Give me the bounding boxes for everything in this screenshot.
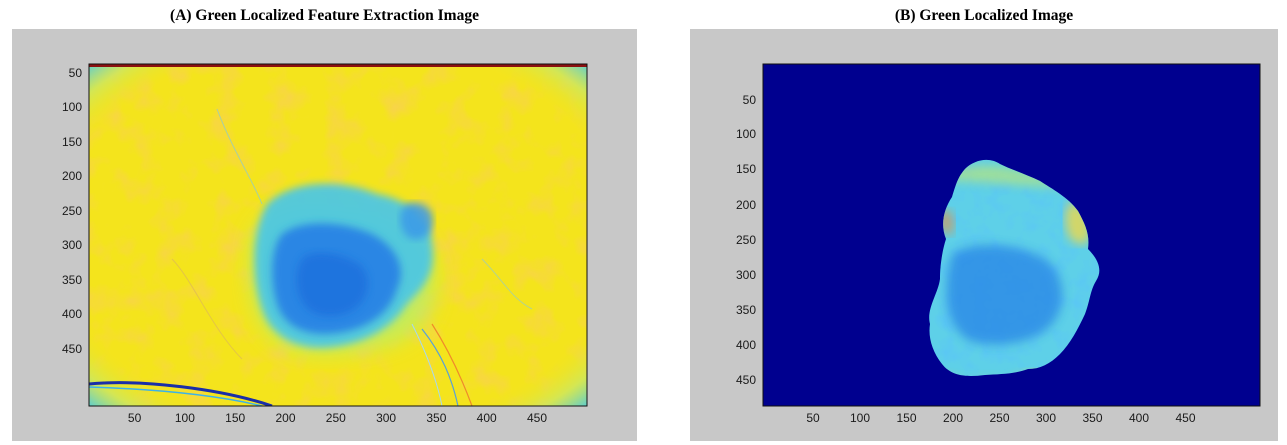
panel-b-x-axis: 50 100 150 200 250 300 350 400 450 — [806, 411, 1196, 425]
x-tick-label: 350 — [1082, 411, 1102, 425]
y-tick-label: 50 — [69, 66, 83, 80]
panel-a-image — [89, 64, 587, 406]
y-tick-label: 400 — [736, 338, 756, 352]
x-tick-label: 450 — [1175, 411, 1195, 425]
panel-a-figure-window: 50 100 150 200 250 300 350 400 450 50 10… — [12, 29, 637, 441]
y-tick-label: 200 — [736, 198, 756, 212]
y-tick-label: 400 — [62, 307, 82, 321]
x-tick-label: 150 — [225, 411, 245, 425]
x-tick-label: 200 — [943, 411, 963, 425]
panel-a-caption: (A) Green Localized Feature Extraction I… — [170, 7, 479, 24]
x-tick-label: 350 — [426, 411, 446, 425]
y-tick-label: 350 — [736, 303, 756, 317]
x-tick-label: 450 — [527, 411, 547, 425]
y-tick-label: 450 — [62, 342, 82, 356]
x-tick-label: 50 — [128, 411, 142, 425]
y-tick-label: 300 — [62, 238, 82, 252]
x-tick-label: 400 — [477, 411, 497, 425]
y-tick-label: 200 — [62, 169, 82, 183]
y-tick-label: 350 — [62, 273, 82, 287]
x-tick-label: 100 — [850, 411, 870, 425]
panel-b-plot: 50 100 150 200 250 300 350 400 450 50 10… — [736, 63, 1261, 425]
y-tick-label: 100 — [736, 127, 756, 141]
x-tick-label: 300 — [1036, 411, 1056, 425]
x-tick-label: 50 — [806, 411, 820, 425]
panel-b-caption: (B) Green Localized Image — [894, 7, 1074, 24]
y-tick-label: 300 — [736, 268, 756, 282]
y-tick-label: 150 — [62, 135, 82, 149]
panel-b-y-axis: 50 100 150 200 250 300 350 400 450 — [736, 93, 756, 387]
panel-a-x-axis: 50 100 150 200 250 300 350 400 450 — [128, 411, 547, 425]
y-tick-label: 250 — [62, 204, 82, 218]
x-tick-label: 250 — [326, 411, 346, 425]
x-tick-label: 300 — [376, 411, 396, 425]
y-tick-label: 450 — [736, 373, 756, 387]
panel-b-figure-window: 50 100 150 200 250 300 350 400 450 50 10… — [690, 29, 1278, 441]
y-tick-label: 100 — [62, 100, 82, 114]
y-tick-label: 50 — [743, 93, 757, 107]
x-tick-label: 200 — [275, 411, 295, 425]
y-tick-label: 150 — [736, 162, 756, 176]
x-tick-label: 250 — [989, 411, 1009, 425]
y-tick-label: 250 — [736, 233, 756, 247]
x-tick-label: 400 — [1129, 411, 1149, 425]
x-tick-label: 100 — [175, 411, 195, 425]
x-tick-label: 150 — [896, 411, 916, 425]
panel-a-y-axis: 50 100 150 200 250 300 350 400 450 — [62, 66, 82, 356]
panel-a-plot: 50 100 150 200 250 300 350 400 450 50 10… — [62, 63, 588, 425]
